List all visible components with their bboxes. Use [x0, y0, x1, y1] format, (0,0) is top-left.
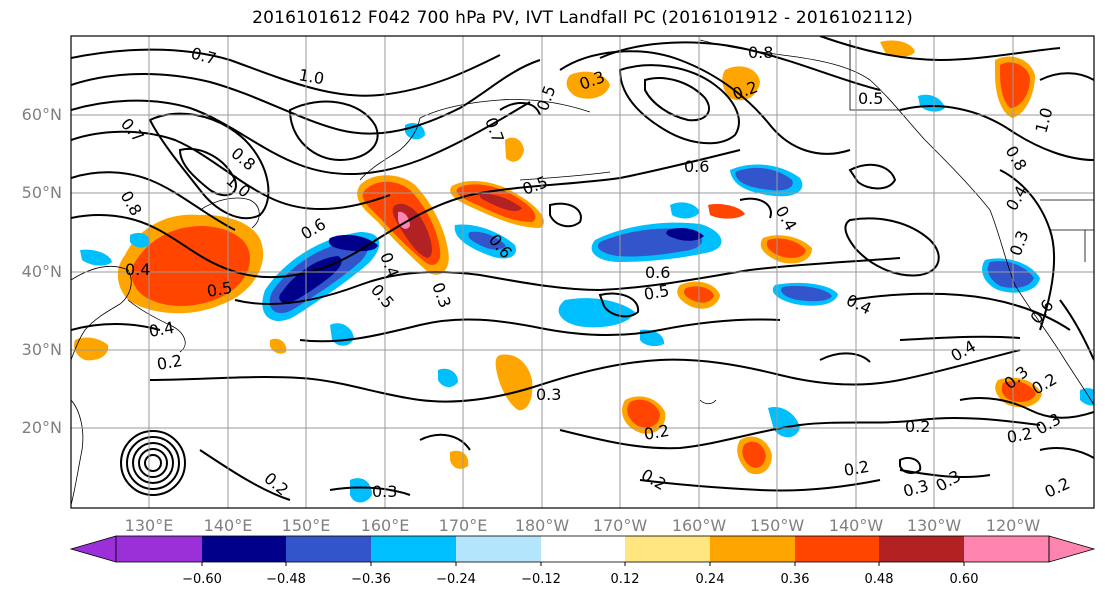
lon-label: 150°W	[749, 516, 805, 535]
colorbar-tick-label: −0.24	[436, 572, 476, 587]
colorbar-tick-label: 0.36	[780, 572, 810, 587]
colorbar-tick-label: 0.12	[610, 572, 640, 587]
colorbar-tick-label: −0.12	[521, 572, 561, 587]
lon-label: 150°E	[281, 516, 331, 535]
lon-label: 130°W	[906, 516, 962, 535]
contour-label: 0.5	[642, 281, 670, 304]
contour-label: 0.4	[125, 260, 150, 279]
colorbar-segment	[116, 536, 202, 562]
colorbar-tick-label: 0.24	[695, 572, 725, 587]
lat-lon-grid	[71, 36, 1094, 508]
contour-label: 0.3	[536, 385, 561, 404]
contour-label: 0.2	[842, 457, 870, 480]
colorbar-segment	[795, 536, 879, 562]
cyclone-contours	[120, 430, 186, 496]
colorbar-extend-low	[69, 535, 117, 563]
colorbar-segment	[286, 536, 371, 562]
colorbar	[69, 535, 1096, 566]
lon-label: 120°W	[985, 516, 1041, 535]
contour-label: 0.5	[205, 278, 233, 301]
colorbar-segment	[541, 536, 625, 562]
lon-label: 170°W	[592, 516, 648, 535]
colorbar-segment	[879, 536, 964, 562]
contour-label: 0.2	[1005, 424, 1033, 447]
contour-label: 1.0	[297, 65, 325, 88]
colorbar-segment	[710, 536, 795, 562]
colorbar-tick-label: −0.48	[266, 572, 306, 587]
lon-label: 140°E	[203, 516, 253, 535]
pv-contours	[71, 36, 1094, 501]
lon-label: 160°E	[360, 516, 410, 535]
lat-label: 60°N	[21, 105, 62, 124]
lat-label: 50°N	[21, 183, 62, 202]
colorbar-segment	[625, 536, 710, 562]
colorbar-tick-label: −0.36	[351, 572, 391, 587]
lat-label: 20°N	[21, 418, 62, 437]
lon-label: 160°W	[671, 516, 727, 535]
contour-label: 0.2	[642, 421, 670, 444]
colorbar-tick-label: 0.60	[949, 572, 979, 587]
lon-label: 130°E	[124, 516, 174, 535]
colorbar-extend-high	[1048, 535, 1096, 563]
contour-label: 0.5	[858, 89, 883, 108]
colorbar-tick-label: −0.60	[182, 572, 222, 587]
colorbar-tick-label: 0.48	[864, 572, 894, 587]
colorbar-segment	[964, 536, 1049, 562]
lat-label: 30°N	[21, 340, 62, 359]
lon-label: 170°E	[438, 516, 488, 535]
coastlines	[71, 39, 1094, 506]
contour-label: 0.6	[645, 263, 670, 282]
colorbar-segment	[371, 536, 456, 562]
contour-label: 0.3	[372, 482, 397, 501]
colorbar-segment	[202, 536, 286, 562]
map-title: 2016101612 F042 700 hPa PV, IVT Landfall…	[252, 8, 913, 28]
contour-label: 0.6	[684, 157, 709, 176]
contour-label: 0.4	[147, 318, 175, 341]
colorbar-segment	[456, 536, 541, 562]
lat-label: 40°N	[21, 262, 62, 281]
contour-label: 0.2	[155, 351, 183, 374]
lon-label: 140°W	[828, 516, 884, 535]
contour-label: 0.8	[748, 43, 773, 62]
contour-label: 0.2	[905, 417, 930, 436]
lon-label: 180°W	[514, 516, 570, 535]
